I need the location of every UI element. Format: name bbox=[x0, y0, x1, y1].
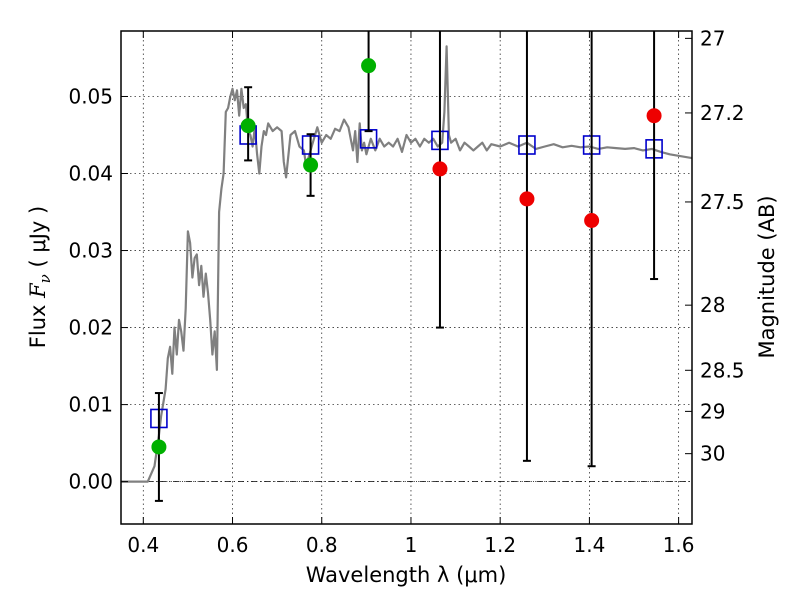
y-tick-label: 0.04 bbox=[68, 162, 113, 186]
x-tick-label: 1.4 bbox=[573, 533, 605, 557]
observed-photometry-point bbox=[584, 212, 600, 228]
x-axis-title: Wavelength λ (μm) bbox=[306, 563, 507, 587]
y-tick-label: 0.01 bbox=[68, 393, 113, 417]
x-tick-label: 0.4 bbox=[127, 533, 159, 557]
model-spectrum-line bbox=[121, 45, 692, 483]
plot-frame bbox=[120, 30, 693, 525]
right-tick-label: 27.5 bbox=[700, 190, 745, 214]
observed-photometry-point bbox=[646, 108, 662, 124]
x-tick-label: 1.6 bbox=[663, 533, 695, 557]
y-axis-title-subscript: ν bbox=[36, 274, 54, 283]
right-tick-label: 28.5 bbox=[700, 358, 745, 382]
observed-photometry-point bbox=[432, 161, 448, 177]
y-axis-title-symbol: F bbox=[26, 282, 50, 299]
x-tick-label: 0.6 bbox=[217, 533, 249, 557]
observed-photometry-point bbox=[240, 118, 256, 134]
y-tick-label: 0.03 bbox=[68, 239, 113, 263]
observed-photometry-point bbox=[303, 157, 319, 173]
y-tick-label: 0.05 bbox=[68, 84, 113, 108]
observed-photometry-point bbox=[151, 439, 167, 455]
right-tick-label: 27.2 bbox=[700, 101, 745, 125]
x-axis-ticks: 0.4 0.6 0.8 1 1.2 1.4 1.6 bbox=[127, 31, 695, 557]
right-axis-title: Magnitude (AB) bbox=[755, 195, 779, 358]
right-tick-label: 28 bbox=[700, 293, 725, 317]
observed-photometry bbox=[151, 58, 662, 455]
x-tick-label: 1.2 bbox=[484, 533, 516, 557]
right-tick-label: 30 bbox=[700, 442, 725, 466]
right-axis-ticks: 27 27.2 27.5 28 28.5 29 30 bbox=[685, 26, 745, 466]
right-tick-label: 27 bbox=[700, 26, 725, 50]
y-axis-ticks: 0.00 0.01 0.02 0.03 0.04 0.05 bbox=[68, 84, 128, 494]
x-tick-label: 0.8 bbox=[306, 533, 338, 557]
x-tick-label: 1 bbox=[405, 533, 418, 557]
y-tick-label: 0.02 bbox=[68, 316, 113, 340]
right-tick-label: 29 bbox=[700, 399, 725, 423]
y-axis-title-suffix: ( μJy ) bbox=[26, 206, 50, 274]
observed-photometry-point bbox=[361, 58, 377, 74]
y-tick-label: 0.00 bbox=[68, 470, 113, 494]
y-axis-title-prefix: Flux bbox=[26, 298, 50, 348]
y-axis-title: Flux Fν ( μJy ) bbox=[26, 206, 54, 348]
error-bars bbox=[154, 31, 659, 502]
observed-photometry-point bbox=[519, 191, 535, 207]
plot-background bbox=[121, 31, 692, 524]
